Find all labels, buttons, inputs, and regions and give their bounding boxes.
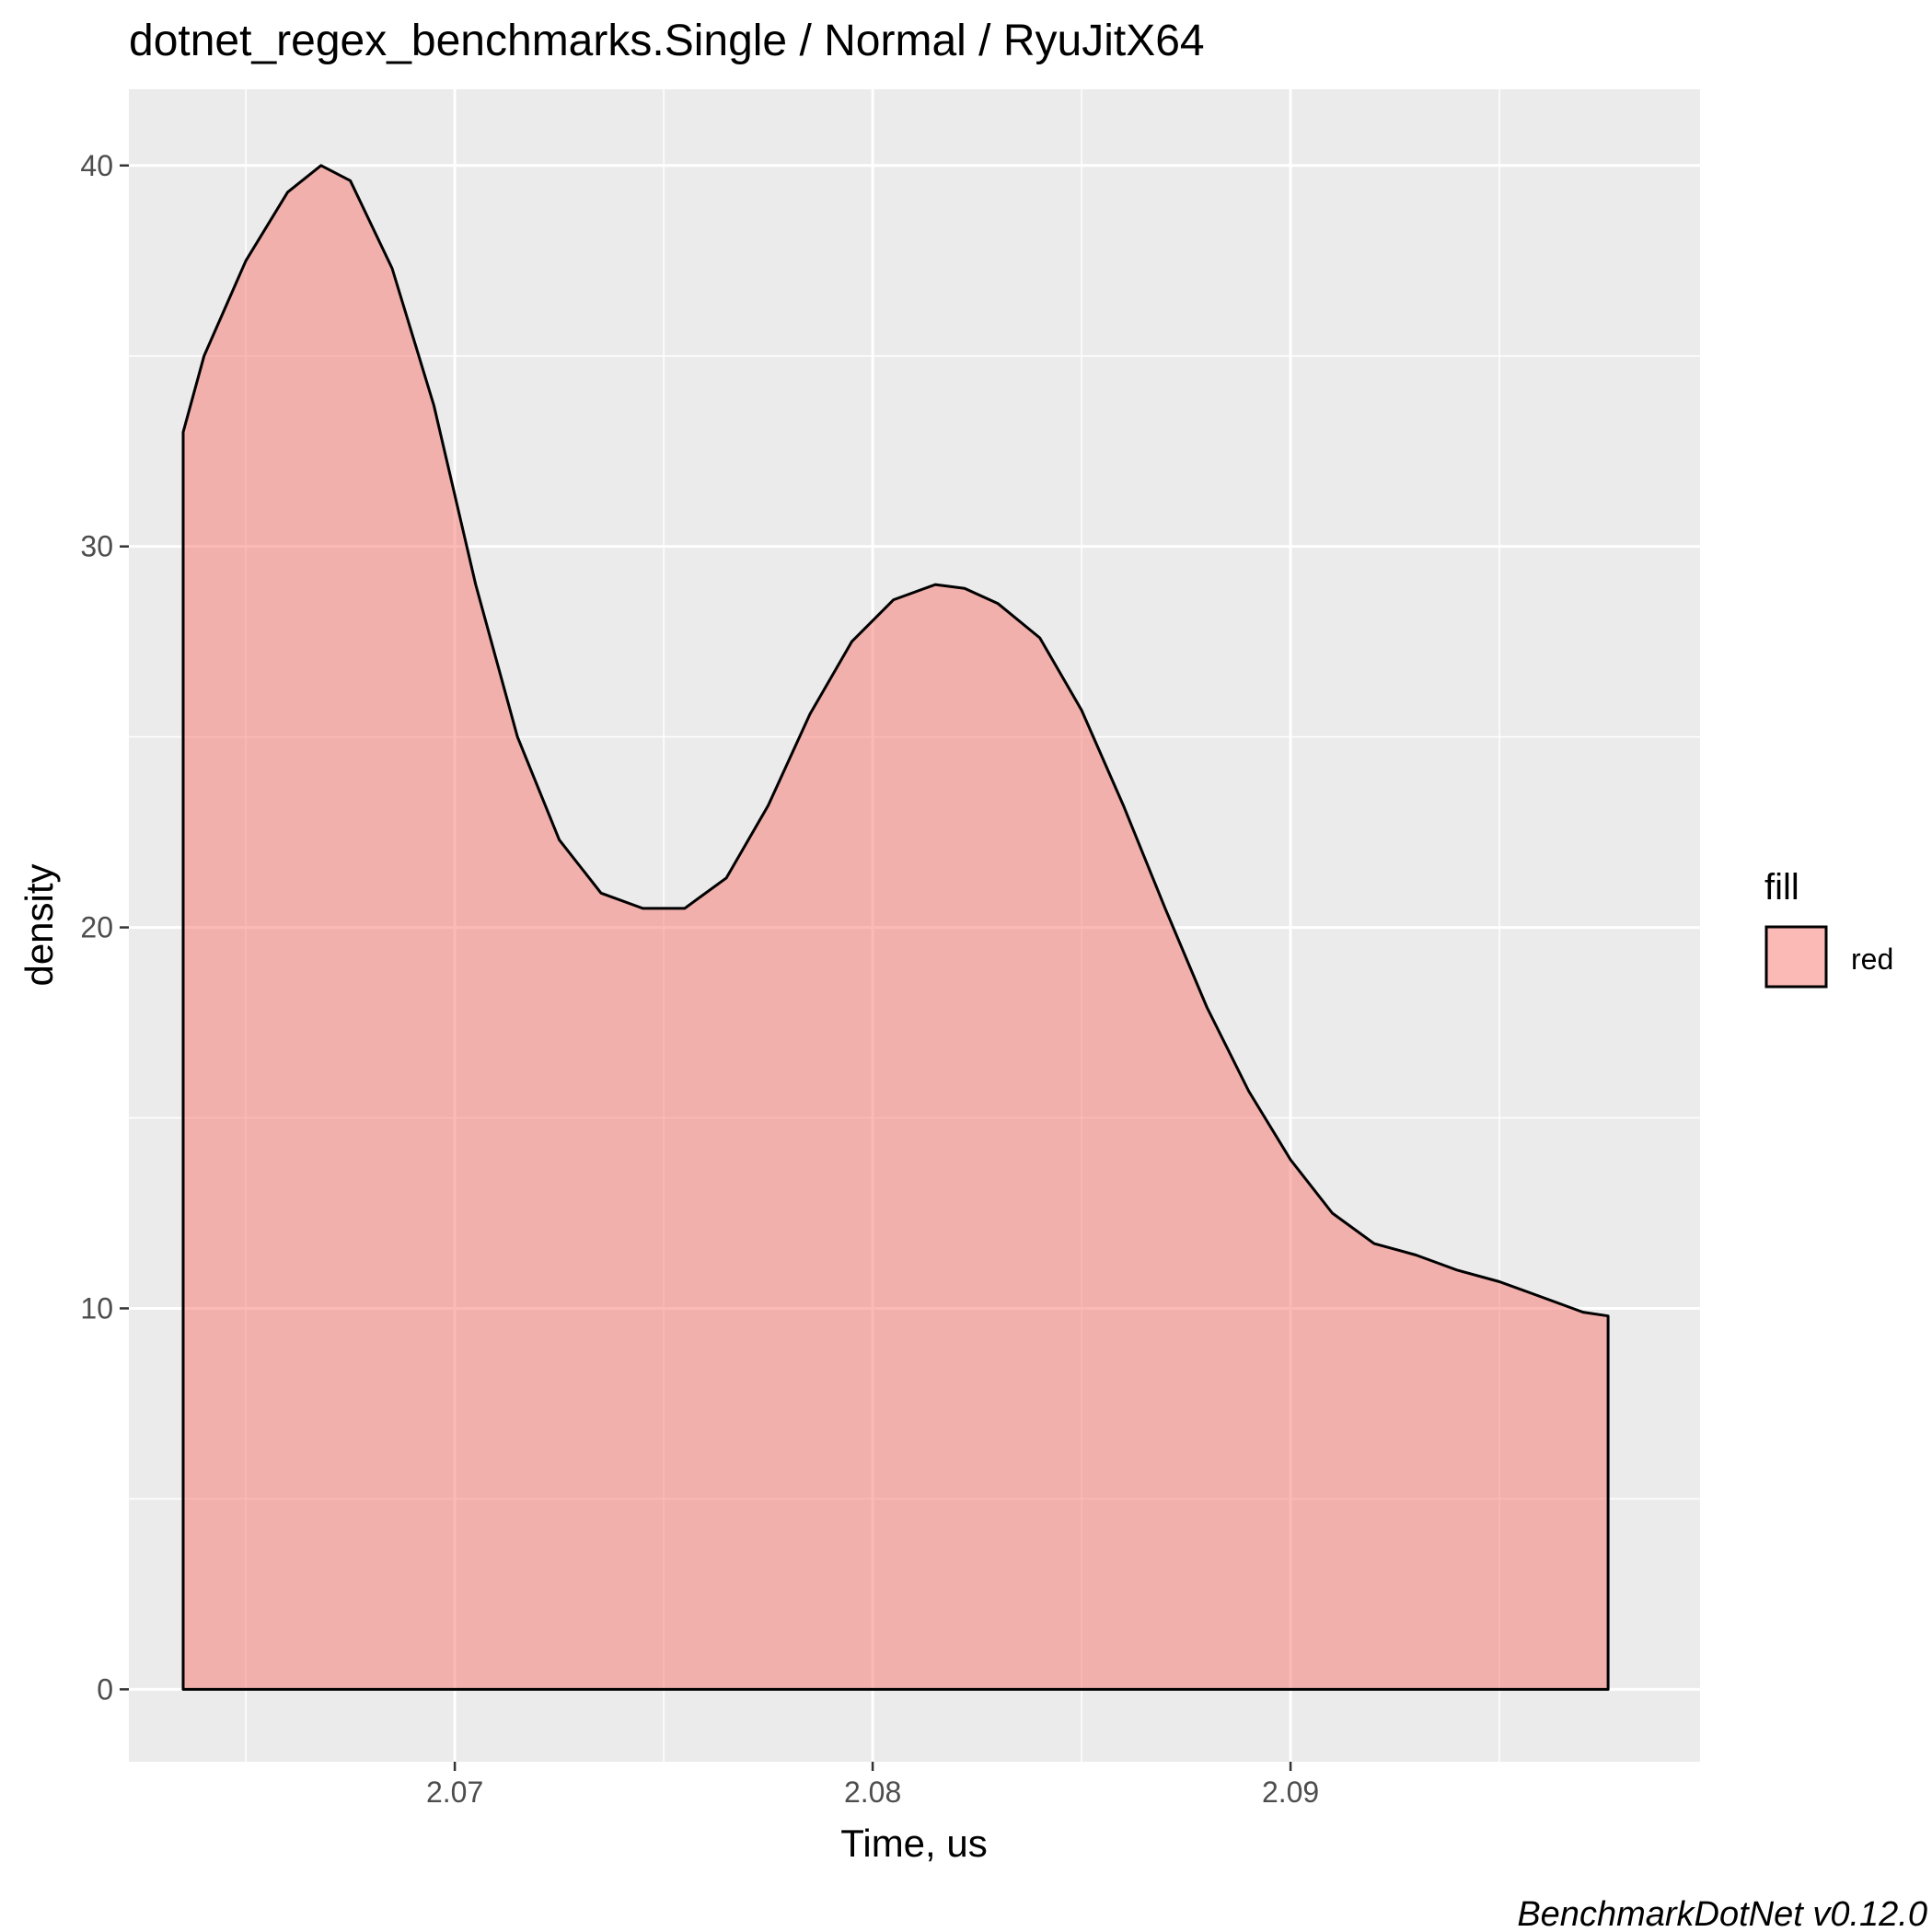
chart-title: dotnet_regex_benchmarks.Single / Normal … — [129, 17, 1205, 65]
y-tick-label: 10 — [80, 1291, 113, 1325]
x-tick-label: 2.07 — [426, 1776, 483, 1809]
legend-key-red — [1764, 925, 1828, 989]
y-tick-label: 40 — [80, 149, 113, 182]
y-axis: 0 10 20 30 40 — [80, 149, 129, 1706]
y-tick-label: 20 — [80, 911, 113, 944]
y-tick-label: 0 — [97, 1672, 113, 1706]
x-axis: 2.07 2.08 2.09 — [426, 1762, 1319, 1809]
caption: BenchmarkDotNet v0.12.0 — [1517, 1895, 1927, 1932]
x-tick-label: 2.08 — [844, 1776, 901, 1809]
legend: fill red — [1764, 867, 1893, 989]
legend-title: fill — [1764, 867, 1799, 908]
legend-label-red: red — [1851, 943, 1893, 976]
x-axis-title: Time, us — [840, 1822, 987, 1865]
density-area — [181, 164, 1610, 1691]
y-axis-title: density — [17, 863, 61, 986]
y-tick-label: 30 — [80, 530, 113, 563]
x-tick-label: 2.09 — [1262, 1776, 1319, 1809]
